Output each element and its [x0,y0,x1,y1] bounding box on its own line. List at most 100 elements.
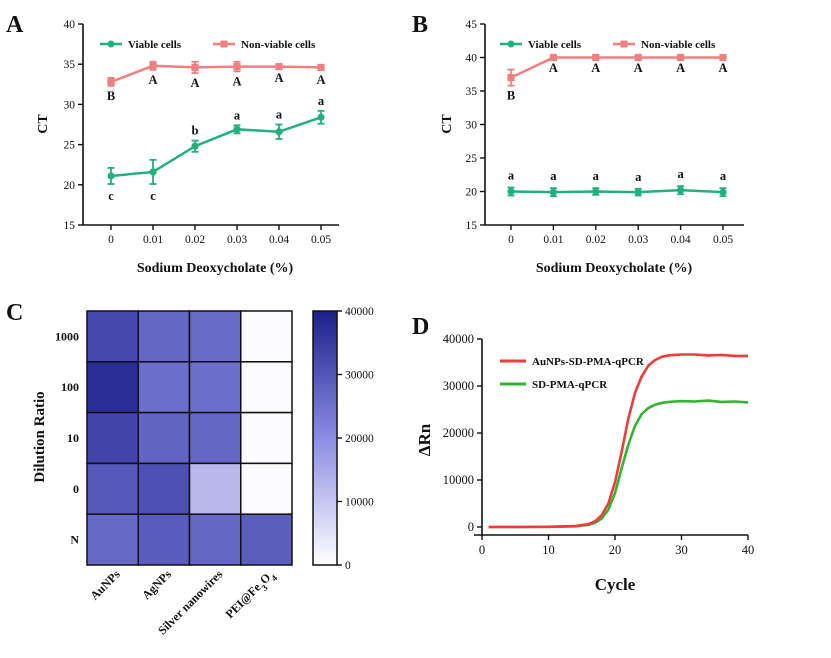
heatmap-cell [86,462,139,515]
y-tick-label: 35 [466,86,478,98]
x-tick-label: 0.02 [185,234,205,246]
x-tick-label: 0.04 [671,234,691,246]
heatmap-cell [86,361,139,414]
row-label: 10 [67,431,79,445]
colorbar-tick-label: 10000 [345,497,374,509]
data-point-viable [317,113,325,121]
series-line-nonviable [110,64,322,84]
significance-letter: A [232,74,241,88]
data-point-nonviable [592,53,600,62]
panel-b-chart: CT Sodium Deoxycholate (%) Viable cells … [440,19,744,276]
panel-a-xlabel: Sodium Deoxycholate (%) [137,261,294,276]
heatmap-cell [86,310,139,363]
data-point-nonviable [149,62,157,70]
panel-letter-b: B [412,12,428,38]
y-tick-label: 0 [468,520,474,534]
significance-letter: A [634,61,643,75]
heatmap-cell [86,513,139,566]
significance-letter: A [190,76,199,90]
significance-letter: c [108,189,114,203]
x-tick-label: 40 [742,543,755,557]
significance-letter: b [192,124,199,138]
y-tick-label: 15 [64,220,76,232]
heatmap-cell [188,513,242,566]
amplification-curve [488,353,748,529]
y-tick-label: 20000 [443,426,474,440]
significance-letter: a [593,169,600,183]
significance-letter: A [148,73,157,87]
legend-label-auNPs: AuNPs-SD-PMA-qPCR [532,356,645,368]
data-point-viable [549,188,558,196]
data-point-nonviable [191,63,199,72]
colorbar-tick-label: 30000 [345,370,374,382]
column-label: PEI@Fe3O4 [223,567,280,624]
data-point-nonviable [634,53,642,62]
significance-letter: a [318,94,325,108]
colorbar [312,310,338,566]
panel-d-xlabel: Cycle [595,575,636,594]
colorbar-tick-label: 0 [345,560,351,572]
y-tick-label: 40 [64,19,76,31]
x-tick-label: 0.05 [311,234,331,246]
colorbar-tick-label: 40000 [345,306,374,318]
column-label: AgNPs [139,567,174,602]
y-tick-label: 40000 [443,332,474,346]
significance-letter: a [276,108,283,122]
data-point-viable [275,128,283,136]
significance-letter: B [507,89,515,103]
heatmap-cell [240,310,293,363]
y-tick-label: 40 [466,53,478,65]
y-tick-label: 15 [466,220,478,232]
x-tick-label: 20 [609,543,622,557]
significance-letter: A [316,73,325,87]
data-point-nonviable [719,53,727,62]
x-tick-label: 0 [508,234,514,246]
panel-d-ylabel: ΔRn [415,423,434,456]
heatmap-cell [188,462,242,515]
heatmap-cell [240,462,293,515]
row-label: N [70,533,79,547]
y-tick-label: 35 [64,59,76,71]
legend-label-sd: SD-PMA-qPCR [532,379,608,391]
heatmap-cell [86,411,139,465]
heatmap-cell [188,310,242,363]
panel-b-ylabel: CT [440,114,455,134]
significance-letter: a [677,167,684,181]
row-label: 0 [73,482,79,496]
panel-b-xlabel: Sodium Deoxycholate (%) [536,261,693,276]
x-tick-label: 0.04 [269,234,289,246]
data-point-nonviable [507,74,515,82]
legend-label-nonviable: Non-viable cells [241,39,316,51]
row-label: 1000 [55,329,79,343]
legend-marker-nonviable [620,40,628,48]
data-point-nonviable [233,63,241,71]
significance-letter: a [234,108,241,122]
x-tick-label: 0.03 [628,234,648,246]
panel-a-legend: Viable cells Non-viable cells [100,39,316,51]
legend-marker-viable [107,40,115,48]
significance-letter: c [150,189,156,203]
y-tick-label: 30 [466,120,478,132]
panel-c-ylabel: Dilution Ratio [32,391,48,482]
series-line-viable [110,116,322,178]
significance-letter: a [635,170,642,184]
heatmap-cell [137,513,191,566]
x-tick-label: 0.03 [227,234,247,246]
y-tick-label: 20 [466,187,478,199]
significance-letter: A [549,61,558,75]
x-tick-label: 0 [108,234,114,246]
heatmap-cell [137,462,191,515]
panel-a-chart: CT Sodium Deoxycholate (%) Viable cells … [36,19,339,276]
data-point-viable [592,187,600,196]
data-point-viable [507,187,515,196]
data-point-nonviable [677,53,685,62]
significance-letter: B [107,89,115,103]
legend-marker-nonviable [220,40,228,48]
y-tick-label: 30 [64,99,76,111]
x-tick-label: 0.01 [543,234,563,246]
panel-letter-a: A [6,12,24,38]
series-line-viable [510,188,724,194]
heatmap-cell [240,361,293,414]
